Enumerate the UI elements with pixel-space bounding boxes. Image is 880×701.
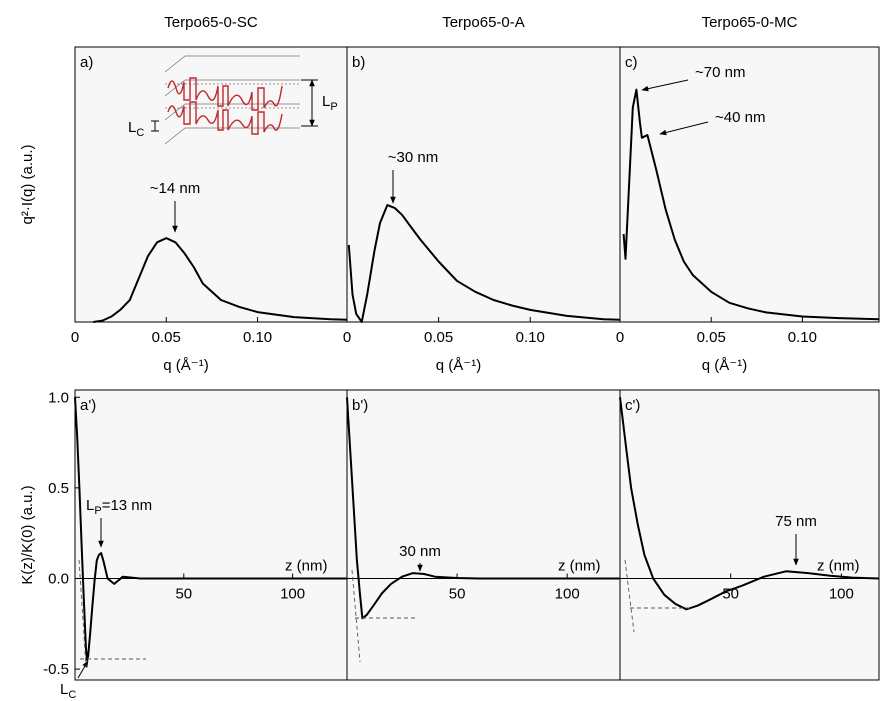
plot-area xyxy=(74,46,348,323)
x-tick-label: 50 xyxy=(175,586,192,603)
x-axis-label: z (nm) xyxy=(817,558,860,575)
x-axis-label: q (Å⁻¹) xyxy=(163,357,208,374)
x-axis-label: z (nm) xyxy=(285,558,328,575)
panel-title: Terpo65-0-MC xyxy=(702,14,798,31)
x-tick-label: 0.05 xyxy=(697,329,726,346)
x-axis-label: q (Å⁻¹) xyxy=(702,357,747,374)
annotation-arrow xyxy=(659,121,709,136)
panel-label: b) xyxy=(352,54,365,71)
panels: 0 0.05 0.10 Terpo65-0-SC a) q (Å⁻¹) q²·I(q) (a… xyxy=(19,14,880,701)
x-tick-label: 100 xyxy=(829,586,854,603)
annotation-text: ~40 nm xyxy=(715,109,765,126)
annotation-tail: =13 nm xyxy=(102,497,152,514)
curve xyxy=(346,397,620,620)
curve xyxy=(74,397,347,662)
x-tick-label: 0 xyxy=(343,329,351,346)
annotation: 30 nm xyxy=(399,543,441,560)
x-tick-label: 0 xyxy=(71,329,79,346)
y-tick-label: 0.0 xyxy=(48,571,69,588)
annotation-text: L xyxy=(60,681,68,698)
annotation: ~70 nm xyxy=(695,64,745,81)
annotation: ~40 nm xyxy=(715,109,765,126)
plot-area xyxy=(619,46,880,323)
x-axis-label: q (Å⁻¹) xyxy=(436,357,481,374)
plot-area xyxy=(346,46,621,323)
annotation: LC xyxy=(60,681,76,701)
annotation-text: ~70 nm xyxy=(695,64,745,81)
annotation-arrow xyxy=(641,79,689,92)
panel-title: Terpo65-0-A xyxy=(442,14,525,31)
x-tick-label: 0 xyxy=(616,329,624,346)
panel-label: b') xyxy=(352,397,368,414)
x-tick-label: 0.10 xyxy=(243,329,272,346)
x-tick-label: 0.10 xyxy=(788,329,817,346)
x-tick-label: 50 xyxy=(449,586,466,603)
annotation: LP=13 nm xyxy=(86,497,152,517)
plot-area xyxy=(74,389,348,681)
annotation-text: ~30 nm xyxy=(388,149,438,166)
panel-label: c) xyxy=(625,54,638,71)
x-tick-label: 50 xyxy=(722,586,739,603)
guide-lines xyxy=(78,559,690,667)
y-axis-label: q²·I(q) (a.u.) xyxy=(19,144,36,224)
x-tick-label: 100 xyxy=(555,586,580,603)
curve xyxy=(622,88,880,321)
x-tick-label: 100 xyxy=(280,586,305,603)
panel-title: Terpo65-0-SC xyxy=(164,14,258,31)
annotation-text: 75 nm xyxy=(775,513,817,530)
curve xyxy=(347,204,621,323)
x-axis-label: z (nm) xyxy=(558,558,601,575)
y-axis-label: K(z)/K(0) (a.u.) xyxy=(19,485,36,584)
y-tick-label: -0.5 xyxy=(43,661,69,678)
inset-label: LP xyxy=(322,93,338,113)
curve xyxy=(93,237,348,323)
inset-label: LC xyxy=(128,119,144,139)
y-tick-label: 1.0 xyxy=(48,389,69,406)
y-tick-label: 0.5 xyxy=(48,480,69,497)
x-tick-label: 0.10 xyxy=(516,329,545,346)
plot-area xyxy=(346,389,621,681)
panel-label: c') xyxy=(625,397,640,414)
x-tick-label: 0.05 xyxy=(424,329,453,346)
panel-label: a) xyxy=(80,54,93,71)
annotation-text: L xyxy=(86,497,94,514)
annotation: 75 nm xyxy=(775,513,817,530)
annotation-sub: C xyxy=(68,689,76,701)
annotation-text: ~14 nm xyxy=(150,180,200,197)
panel-label: a') xyxy=(80,397,96,414)
plot-area xyxy=(619,389,880,681)
annotation: ~30 nm xyxy=(388,149,438,166)
x-tick-label: 0.05 xyxy=(152,329,181,346)
annotation-sub: P xyxy=(94,505,101,517)
annotation-arrow xyxy=(77,660,89,679)
curve xyxy=(619,397,880,611)
annotation: ~14 nm xyxy=(150,180,200,197)
inset-schematic: LP LC xyxy=(128,55,338,145)
annotation-text: 30 nm xyxy=(399,543,441,560)
